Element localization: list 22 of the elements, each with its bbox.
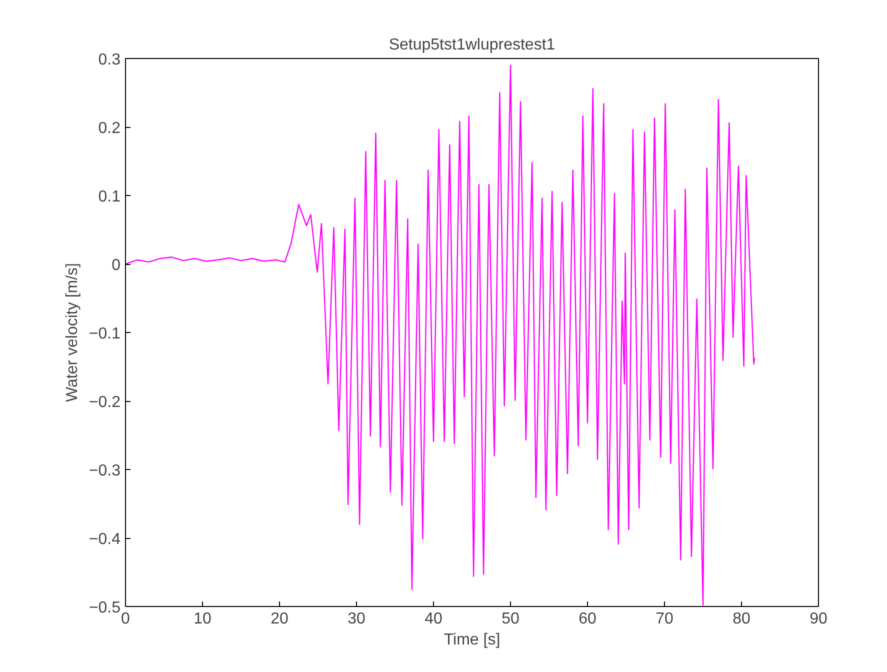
y-tick-label: −0.3 (88, 462, 121, 480)
y-tick-label: 0.1 (98, 188, 121, 206)
x-tick-label: 40 (424, 610, 442, 628)
y-tick-label: 0.2 (98, 120, 121, 137)
y-tick-label: 0.3 (98, 52, 121, 68)
x-tick-label: 80 (732, 610, 750, 628)
x-tick-label: 50 (502, 610, 520, 628)
line-series (126, 64, 756, 606)
y-tick-label: −0.2 (88, 394, 121, 411)
x-tick-label: 70 (656, 610, 674, 628)
x-tick-label: 10 (194, 610, 212, 628)
y-tick-label: −0.4 (88, 531, 121, 548)
chart-title: Setup5tst1wluprestest1 (388, 36, 556, 54)
y-tick-label: −0.1 (88, 326, 121, 342)
y-tick-label: 0 (112, 257, 121, 274)
x-tick-label: 60 (578, 610, 596, 628)
x-axis-title: Time [s] (444, 632, 500, 648)
x-tick-label: 30 (348, 610, 366, 628)
y-tick-label: −0.5 (88, 600, 121, 616)
x-tick-label: 20 (270, 610, 288, 628)
y-axis-title: Water velocity [m/s] (64, 263, 81, 402)
x-tick-label: 90 (810, 610, 828, 628)
